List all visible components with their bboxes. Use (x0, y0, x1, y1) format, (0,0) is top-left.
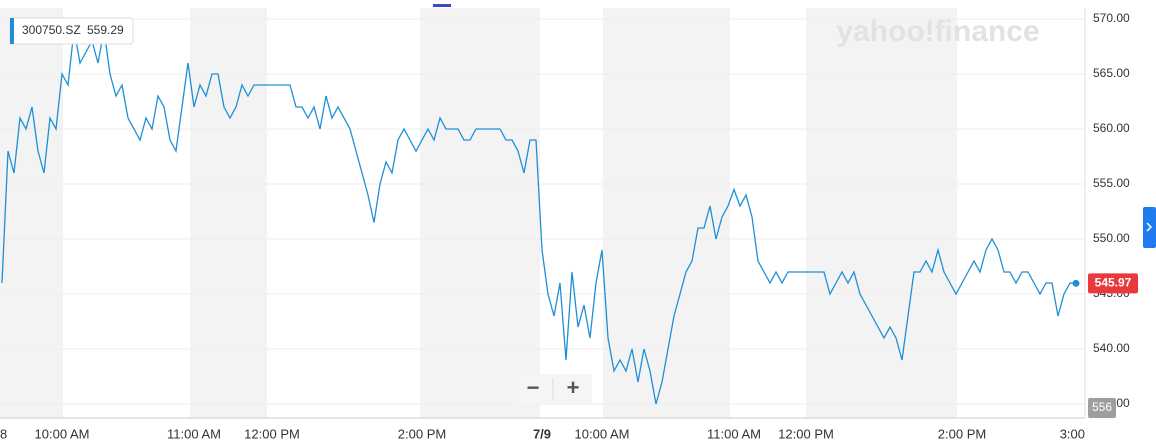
y-tick-label: 555.00 (1093, 176, 1130, 190)
volume-label: 556 (1092, 400, 1112, 414)
expand-icon (1146, 222, 1153, 232)
last-point (1072, 279, 1080, 287)
band (190, 8, 267, 418)
x-tick-label: 11:00 AM (167, 426, 221, 441)
watermark: yahoo!finance (836, 15, 1039, 48)
y-tick-label: 550.00 (1093, 231, 1130, 245)
band (420, 8, 540, 418)
last-price-tag (1088, 273, 1138, 294)
range-indicator (433, 4, 451, 7)
x-tick-label: 2:00 PM (398, 426, 446, 441)
x-tick-label: 8 (0, 426, 7, 441)
session-bands (0, 8, 957, 418)
legend: 300750.SZ 559.29 (9, 17, 134, 45)
x-tick-label: 11:00 AM (707, 426, 761, 441)
price-line (1, 29, 1077, 405)
zoom-out[interactable]: − (527, 375, 540, 400)
plot (1, 29, 1080, 405)
band (603, 8, 730, 418)
band (0, 8, 63, 418)
y-tick-label: 565.00 (1093, 66, 1130, 80)
zoom-in[interactable]: + (567, 375, 580, 400)
x-tick-label: 12:00 PM (778, 426, 834, 441)
y-tick-label: 560.00 (1093, 121, 1130, 135)
x-tick-label: 3:00 (1060, 426, 1085, 441)
x-tick-label: 7/9 (533, 426, 551, 441)
x-tick-label: 10:00 AM (575, 426, 630, 441)
zoom-controls[interactable]: − + (514, 374, 592, 404)
volume-tag (1088, 398, 1116, 418)
last-price-label: 545.97 (1095, 276, 1132, 290)
x-tick-label: 12:00 PM (244, 426, 300, 441)
y-tick-label: 570.00 (1093, 11, 1130, 25)
legend-swatch (10, 18, 14, 44)
x-tick-label: 2:00 PM (938, 426, 986, 441)
x-tick-label: 10:00 AM (35, 426, 90, 441)
band (806, 8, 957, 418)
legend-value: 559.29 (87, 23, 124, 37)
legend-name: 300750.SZ (22, 23, 81, 37)
y-tick-label: 540.00 (1093, 341, 1130, 355)
